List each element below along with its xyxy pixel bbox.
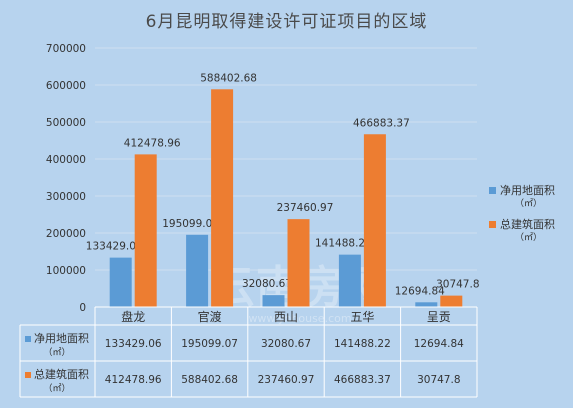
y-tick-label: 500000 [46,117,86,129]
bar [134,154,157,307]
data-label: 133429.06 [86,241,143,253]
x-tick-label: 五华 [350,310,374,324]
watermark-url: www.ynhouse.com [248,312,351,325]
x-tick-label: 西山 [274,310,298,324]
legend-unit-series-2: （㎡） [515,233,543,243]
y-tick-label: 0 [79,302,86,314]
chart-title: 6月昆明取得建设许可证项目的区域 [145,12,428,32]
table-row-label: 总建筑面积 [34,367,89,381]
x-tick-label: 盘龙 [121,309,145,324]
bar [186,234,209,307]
table-cell: 32080.67 [261,338,311,350]
table-cell: 588402.68 [181,374,238,386]
y-tick-label: 300000 [46,191,86,203]
table-cell: 237460.97 [258,374,315,386]
y-tick-label: 200000 [46,228,86,240]
legend-label-series-1: 净用地面积 [500,184,555,197]
table-cell: 141488.22 [334,338,391,350]
y-tick-label: 700000 [46,43,86,55]
table-cell: 133429.06 [105,338,162,350]
x-tick-label: 官渡 [198,309,222,324]
bar [440,295,463,307]
data-label: 195099.07 [162,218,219,230]
data-label: 141488.22 [315,238,372,250]
bar [415,302,438,307]
table-cell: 412478.96 [105,374,162,386]
legend-swatch-series-2 [489,221,496,228]
table-row-unit: （㎡） [43,347,70,358]
y-tick-label: 100000 [46,265,86,277]
bar [109,257,132,307]
table-row-swatch [25,372,31,378]
data-label: 237460.97 [277,202,334,214]
bar [287,219,310,307]
y-tick-label: 600000 [46,80,86,92]
data-label: 32080.67 [242,278,292,290]
x-tick-label: 呈贡 [427,310,451,324]
table-cell: 195099.07 [181,338,238,350]
bar [338,254,361,307]
data-label: 12694.84 [395,285,445,297]
table-cell: 12694.84 [414,338,464,350]
legend-swatch-series-1 [489,187,496,194]
table-row-swatch [25,336,31,342]
table-row-unit: （㎡） [43,383,70,394]
table-cell: 30747.8 [417,374,460,386]
bar [262,295,285,307]
bar [211,89,234,307]
bar [363,134,386,307]
y-tick-label: 400000 [46,154,86,166]
legend-unit-series-1: （㎡） [515,199,543,209]
data-label: 412478.96 [124,137,181,149]
table-cell: 466883.37 [334,374,391,386]
data-label: 30747.8 [436,279,479,291]
legend-label-series-2: 总建筑面积 [500,218,555,231]
table-row-label: 净用地面积 [34,331,89,345]
data-label: 588402.68 [200,72,257,84]
data-label: 466883.37 [353,117,410,129]
